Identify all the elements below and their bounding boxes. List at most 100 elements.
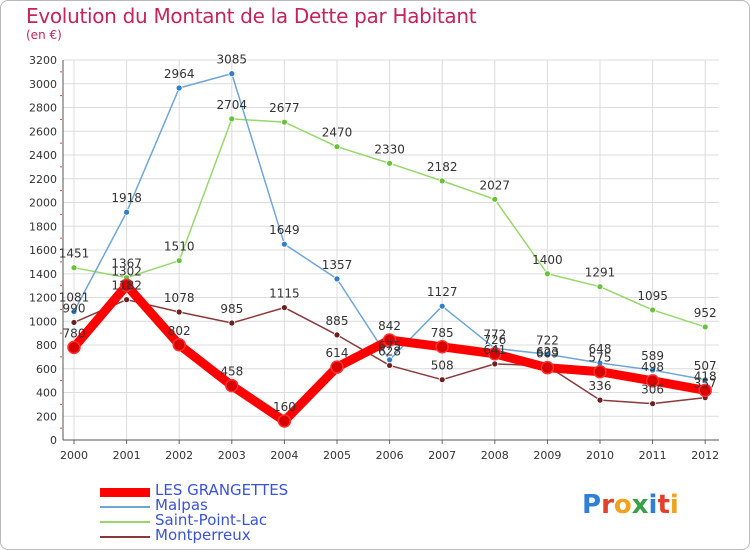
legend-label: Malpas	[155, 496, 208, 514]
legend-swatch	[100, 506, 150, 508]
data-label-les-grangettes: 726	[483, 333, 506, 347]
logo-letter: x	[631, 490, 649, 520]
data-point-saint-point-lac	[544, 270, 551, 278]
data-point-montperreux	[438, 376, 446, 384]
data-point-montperreux	[333, 331, 341, 339]
data-point-montperreux	[280, 304, 288, 311]
data-label-montperreux: 508	[431, 359, 454, 373]
x-tick-label: 2003	[218, 449, 246, 462]
data-label-les-grangettes: 802	[168, 324, 191, 338]
chart-legend: LES GRANGETTES Malpas Saint-Point-Lac Montp…	[100, 481, 360, 544]
y-tick-label: 0	[50, 434, 57, 447]
logo-letter: t	[657, 490, 670, 520]
data-label-saint-point-lac: 2704	[217, 98, 248, 112]
data-label-les-grangettes: 1302	[111, 264, 142, 278]
y-tick-label: 400	[36, 387, 57, 400]
y-tick-label: 200	[36, 410, 57, 423]
y-tick-label: 3000	[29, 78, 57, 91]
data-label-les-grangettes: 842	[378, 319, 401, 333]
data-point-malpas	[123, 208, 130, 216]
x-tick-label: 2005	[323, 449, 351, 462]
data-point-montperreux	[491, 360, 499, 368]
data-label-les-grangettes: 614	[326, 346, 349, 360]
y-tick-label: 1000	[29, 315, 57, 328]
data-label-malpas: 1127	[427, 285, 458, 299]
x-tick-label: 2000	[60, 449, 88, 462]
data-label-les-grangettes: 575	[589, 351, 612, 365]
y-tick-label: 1400	[29, 268, 57, 281]
data-point-montperreux	[175, 308, 183, 316]
data-point-saint-point-lac	[649, 306, 656, 314]
x-tick-label: 2012	[691, 449, 719, 462]
data-label-les-grangettes: 498	[641, 360, 664, 374]
data-label-les-grangettes: 418	[694, 369, 717, 383]
data-point-montperreux	[123, 296, 130, 304]
data-point-malpas	[649, 366, 656, 374]
y-tick-label: 600	[36, 363, 57, 376]
x-tick-label: 2009	[533, 449, 561, 462]
data-label-saint-point-lac: 2677	[269, 101, 300, 115]
data-label-malpas: 675	[378, 339, 401, 353]
x-tick-label: 2006	[376, 449, 404, 462]
data-point-les-grangettes	[67, 340, 81, 355]
data-point-malpas	[228, 70, 236, 78]
data-point-saint-point-lac	[491, 195, 499, 203]
data-label-saint-point-lac: 1451	[59, 247, 90, 261]
data-label-les-grangettes: 780	[63, 326, 86, 340]
y-tick-label: 2200	[29, 173, 57, 186]
data-label-les-grangettes: 160	[273, 400, 296, 414]
data-point-malpas	[701, 376, 709, 384]
data-point-saint-point-lac	[333, 143, 341, 151]
data-label-malpas: 589	[641, 349, 664, 363]
y-tick-label: 2400	[29, 149, 57, 162]
logo-letter: i	[648, 490, 658, 520]
data-point-saint-point-lac	[280, 118, 288, 126]
data-label-montperreux: 885	[326, 314, 349, 328]
data-point-malpas	[438, 302, 446, 310]
data-point-les-grangettes	[382, 333, 397, 347]
data-label-saint-point-lac: 1400	[532, 253, 563, 267]
legend-swatch	[100, 487, 150, 497]
data-label-montperreux: 336	[589, 379, 612, 393]
data-point-malpas	[386, 356, 394, 364]
data-label-les-grangettes: 609	[536, 347, 559, 361]
logo-letter: o	[613, 490, 632, 520]
legend-label: Montperreux	[155, 526, 251, 544]
legend-label: Saint-Point-Lac	[155, 511, 268, 529]
data-point-les-grangettes	[540, 360, 555, 375]
data-label-saint-point-lac: 1367	[111, 257, 142, 271]
x-tick-label: 2008	[481, 449, 509, 462]
data-label-montperreux: 628	[378, 344, 401, 358]
data-label-saint-point-lac: 1095	[637, 289, 668, 303]
y-tick-label: 2000	[29, 197, 57, 210]
data-label-montperreux: 985	[220, 302, 243, 316]
data-label-montperreux: 641	[483, 343, 506, 357]
data-point-les-grangettes	[172, 338, 186, 352]
data-label-montperreux: 623	[536, 345, 559, 359]
data-point-malpas	[175, 84, 183, 92]
x-tick-label: 2007	[428, 449, 456, 462]
data-point-les-grangettes	[330, 360, 344, 374]
data-label-malpas: 507	[694, 359, 717, 373]
data-label-saint-point-lac: 2027	[480, 178, 511, 192]
legend-item: Montperreux	[100, 526, 360, 544]
data-label-montperreux: 357	[694, 377, 717, 391]
legend-item: LES GRANGETTES	[100, 481, 360, 499]
data-label-les-grangettes: 785	[431, 326, 454, 340]
data-label-malpas: 1081	[59, 291, 90, 305]
chart-title: Evolution du Montant de la Dette par Hab…	[26, 4, 477, 28]
y-tick-label: 3200	[29, 54, 57, 67]
data-label-montperreux: 1078	[164, 291, 195, 305]
data-label-montperreux: 1182	[111, 279, 142, 293]
data-point-malpas	[280, 240, 288, 248]
x-tick-label: 2001	[113, 449, 141, 462]
data-label-montperreux: 990	[63, 301, 86, 315]
data-point-saint-point-lac	[70, 264, 78, 272]
data-label-malpas: 1649	[269, 223, 300, 237]
data-label-montperreux: 306	[641, 383, 664, 397]
data-point-montperreux	[228, 319, 236, 327]
logo-letter: i	[669, 490, 679, 520]
data-point-saint-point-lac	[175, 257, 183, 265]
data-point-saint-point-lac	[386, 159, 394, 167]
